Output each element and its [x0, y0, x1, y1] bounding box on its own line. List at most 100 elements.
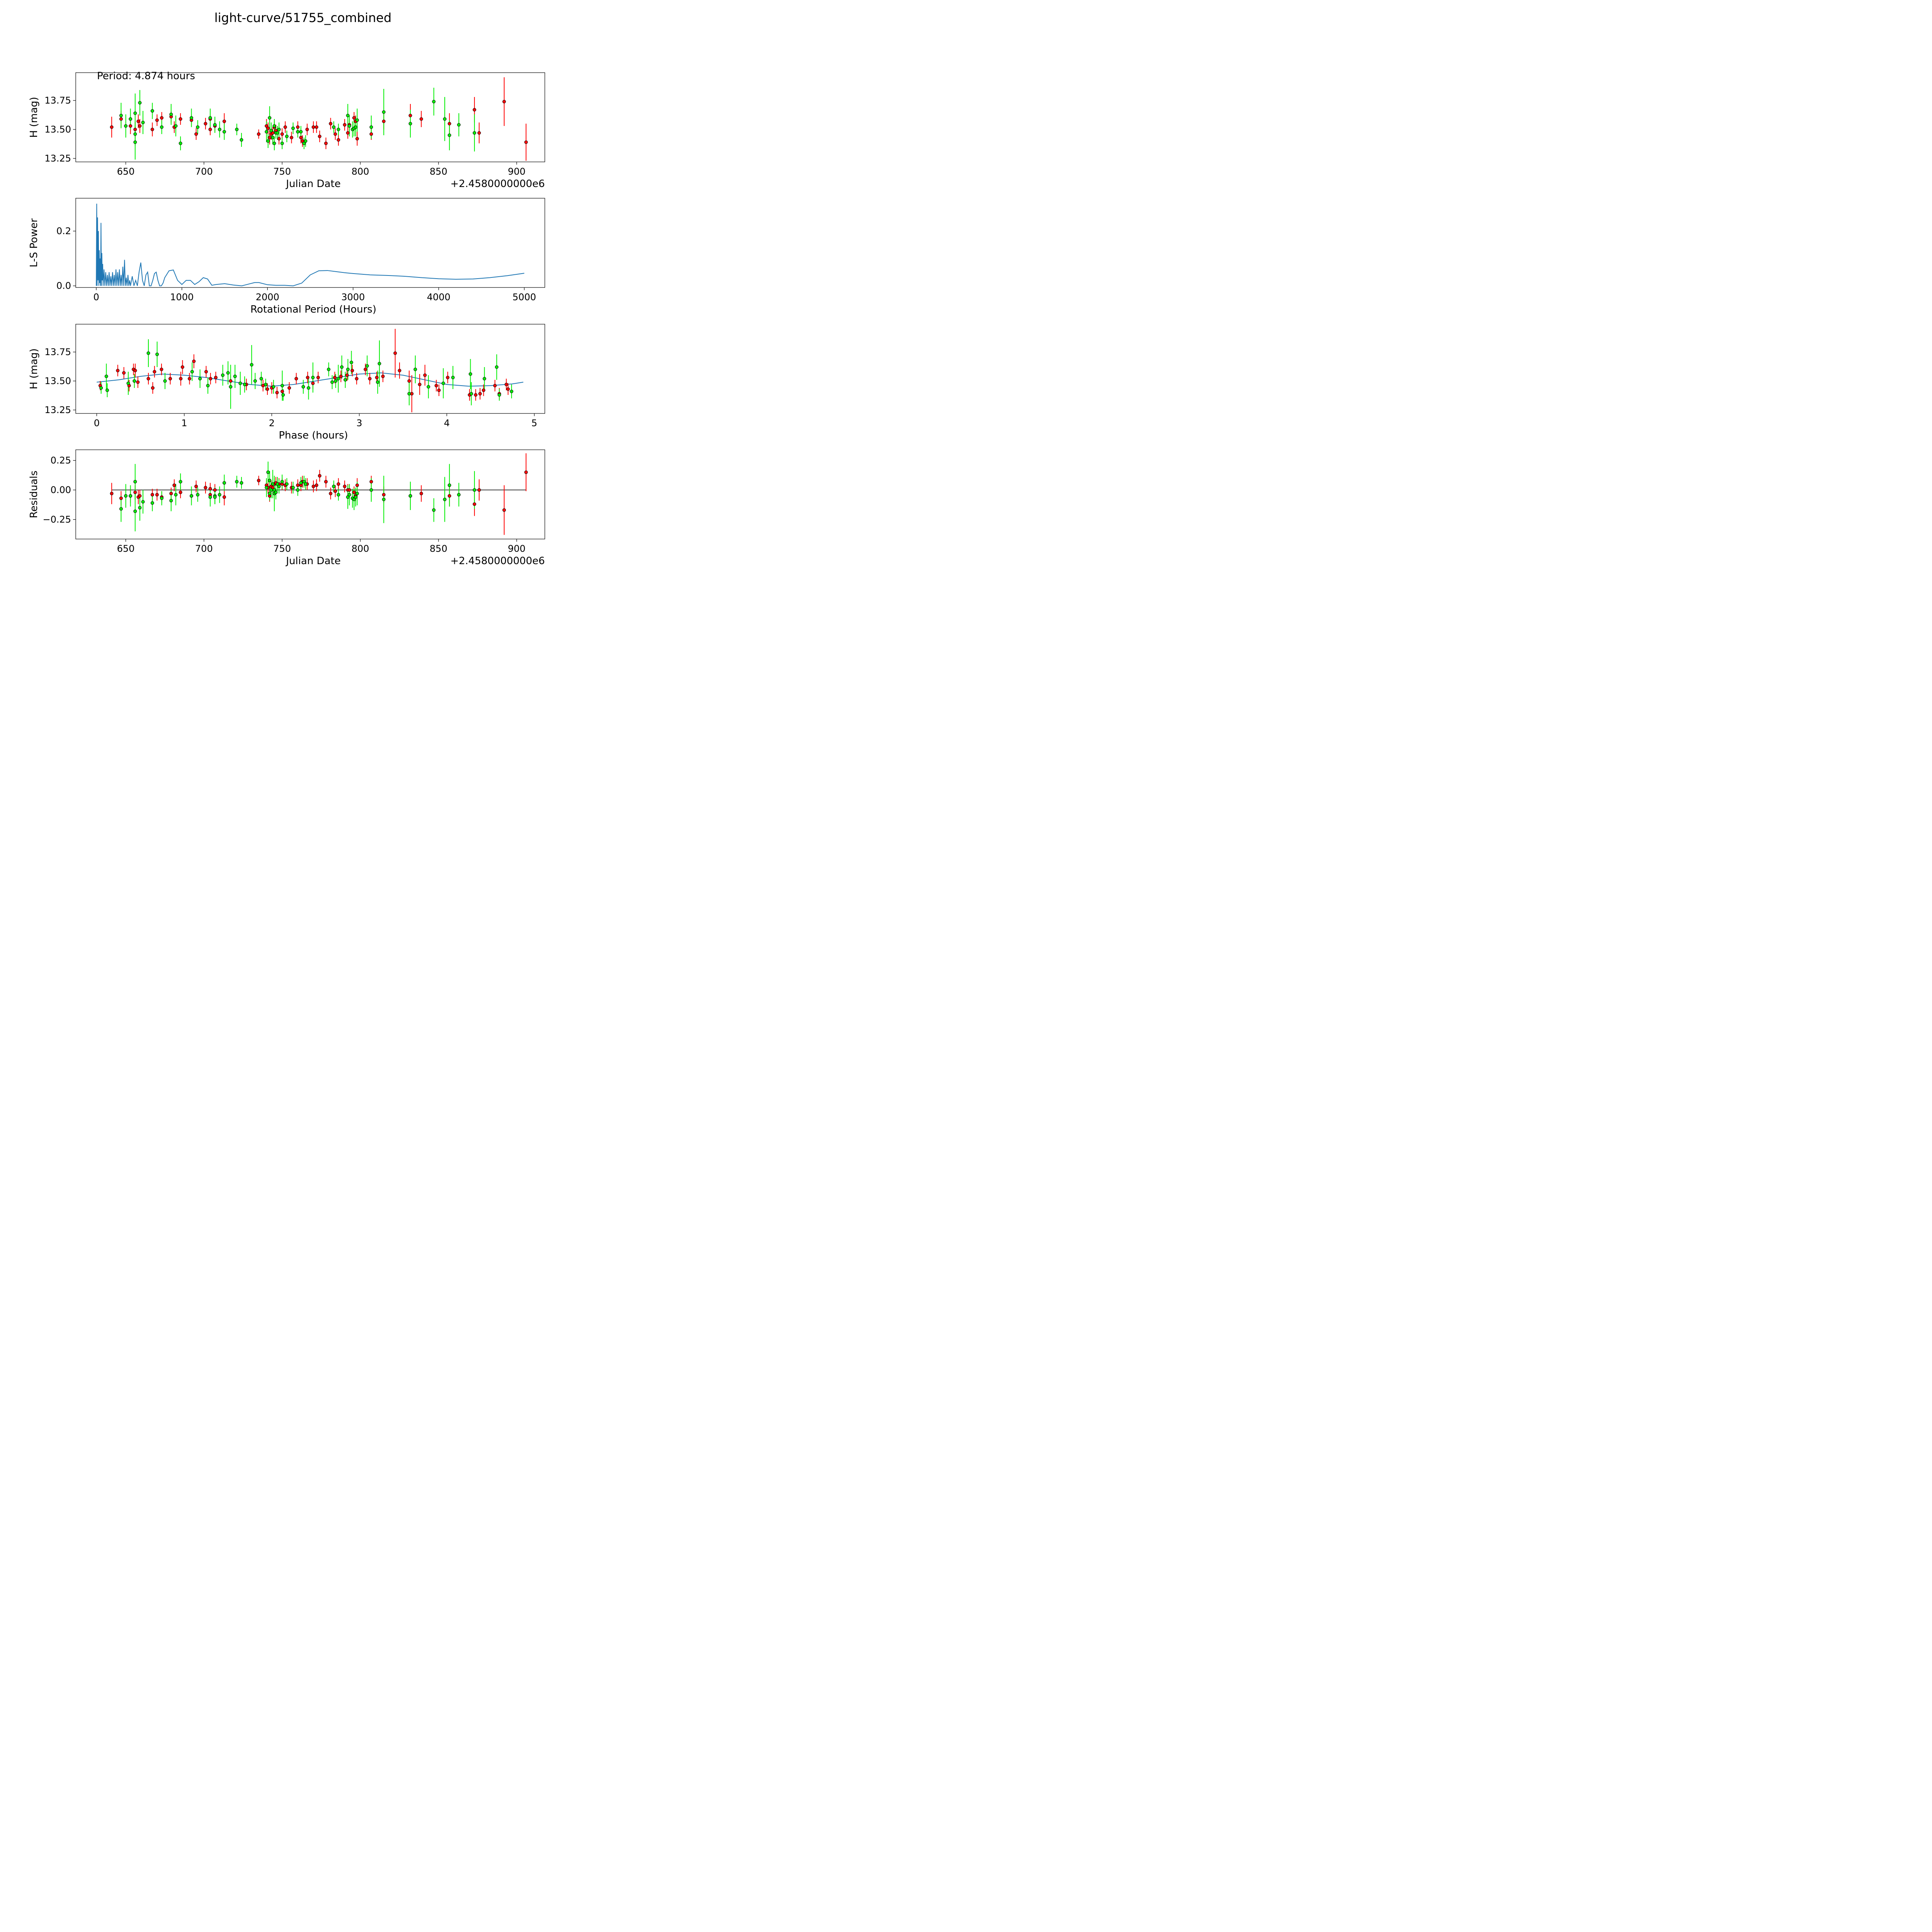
residuals-green-point [271, 482, 275, 486]
residuals-red-point [194, 485, 198, 488]
time-series-red-point [346, 131, 350, 135]
time-series-green-point [169, 112, 173, 116]
phase-folded-green-point [376, 380, 379, 384]
phase-folded-green-point [413, 367, 417, 371]
residuals-green-point [138, 506, 142, 510]
phase-folded-green-point [495, 365, 498, 369]
time-series-green-point [432, 100, 436, 104]
time-series-red-point [318, 134, 321, 138]
residuals-frame [75, 449, 545, 539]
periodogram-xtick-label: 1000 [170, 292, 194, 303]
time-series-green-point [291, 126, 295, 130]
time-series-red-point [502, 100, 506, 104]
phase-folded-green-point [334, 379, 338, 383]
time-series-green-point [196, 125, 200, 129]
periodogram-ytick-label: 0.2 [56, 226, 71, 236]
time-series-green-point [271, 136, 275, 139]
residuals-red-point [347, 488, 351, 492]
time-series-green-point [347, 124, 351, 128]
time-series-green-point [280, 141, 284, 145]
time-series-green-point [296, 130, 300, 134]
residuals-green-point [222, 481, 226, 485]
phase-folded-red-point [146, 377, 150, 381]
time-series-red-point [337, 138, 340, 142]
phase-folded-red-point [281, 389, 284, 393]
residuals-green-point [129, 494, 133, 498]
residuals-green-point [265, 486, 269, 490]
residuals-panel: 650 700 750 800 850 900 −0.25 0.00 0.25 Julian Da… [28, 449, 545, 567]
residuals-xtick-label: 750 [273, 543, 291, 554]
residuals-red-point [172, 483, 176, 487]
phase-folded-red-point [275, 391, 279, 395]
time-series-offset-label: +2.4580000000e6 [450, 178, 545, 190]
phase-folded-green-point [272, 385, 276, 389]
time-series-red-point [355, 137, 359, 141]
residuals-green-point [355, 492, 359, 495]
residuals-green-point [277, 485, 281, 488]
phase-folded-red-point [381, 374, 385, 378]
residuals-green-point [150, 501, 154, 505]
phase-folded-red-point [204, 370, 208, 374]
time-series-red-point [179, 117, 182, 121]
residuals-red-point [155, 493, 159, 497]
time-series-green-point [457, 123, 461, 127]
phase-folded-green-point [163, 379, 167, 383]
time-series-red-point [194, 132, 198, 136]
phase-folded-green-point [483, 377, 486, 381]
time-series-green-point [346, 114, 350, 117]
phase-folded-ytick-label: 13.75 [44, 347, 71, 357]
time-series-green-point [355, 118, 359, 122]
residuals-green-point [266, 470, 270, 474]
time-series-green-point [179, 141, 182, 145]
phase-folded-red-point [180, 365, 184, 369]
phase-folded-red-point [151, 386, 155, 390]
residuals-red-point [473, 502, 476, 506]
time-series-red-point [473, 108, 476, 112]
time-series-red-point [343, 123, 347, 127]
residuals-xtick-label: 800 [352, 543, 369, 554]
time-series-green-point [272, 124, 276, 128]
time-series-green-point [332, 125, 336, 129]
residuals-green-point [285, 482, 289, 486]
residuals-red-point [355, 483, 359, 487]
phase-folded-red-point [287, 386, 291, 390]
phase-folded-ytick-label: 13.50 [44, 376, 71, 386]
phase-folded-red-point [364, 367, 367, 371]
residuals-green-point [179, 480, 182, 484]
time-series-green-point [213, 123, 217, 127]
residuals-green-point [369, 488, 373, 492]
time-series-green-point [150, 109, 154, 113]
phase-folded-red-point [306, 376, 310, 379]
time-series-red-point [277, 137, 281, 141]
time-series-red-point [352, 116, 356, 120]
time-series-red-point [305, 128, 309, 131]
residuals-red-point [329, 492, 333, 495]
figure-background [0, 0, 598, 598]
phase-folded-green-point [264, 383, 267, 386]
time-series-red-point [160, 116, 164, 120]
time-series-red-point [329, 122, 333, 126]
phase-folded-green-point [349, 361, 353, 364]
period-annotation: Period: 4.874 hours [97, 70, 195, 82]
phase-folded-red-point [168, 377, 172, 381]
time-series-frame [75, 72, 545, 162]
phase-folded-green-point [336, 377, 340, 381]
time-series-green-point [240, 138, 243, 142]
time-series-green-point [304, 139, 308, 143]
phase-folded-xtick-label: 5 [531, 418, 537, 429]
phase-folded-green-point [233, 374, 237, 378]
time-series-green-point [138, 101, 142, 105]
phase-folded-red-point [116, 369, 120, 372]
phase-folded-red-point [294, 377, 298, 381]
phase-folded-red-point [423, 373, 427, 377]
phase-folded-green-point [451, 376, 455, 379]
residuals-green-point [274, 490, 278, 494]
phase-folded-red-point [265, 387, 269, 391]
residuals-xtick-label: 700 [195, 543, 213, 554]
phase-folded-green-point [346, 367, 350, 371]
time-series-red-point [155, 118, 159, 122]
time-series-red-point [315, 125, 318, 129]
time-series-red-point [477, 131, 481, 135]
phase-folded-xtick-label: 4 [444, 418, 450, 429]
phase-folded-green-point [327, 367, 331, 371]
